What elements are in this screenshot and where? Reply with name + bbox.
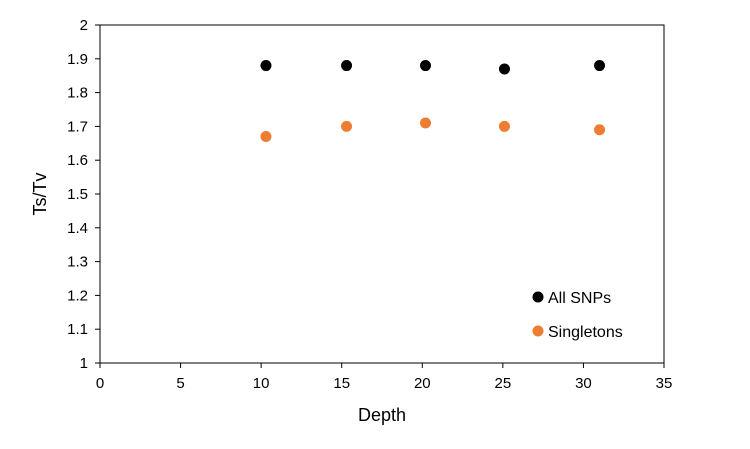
y-tick-label: 1 [80,355,88,372]
x-tick-label: 10 [253,375,270,392]
point-all-snps [594,60,606,72]
y-tick-label: 1.7 [67,118,88,135]
legend-marker-singletons [532,325,544,337]
point-singletons [420,117,432,129]
point-all-snps [420,60,432,72]
x-tick-label: 30 [575,375,592,392]
y-axis: 1 1.1 1.2 1.3 1.4 1.5 1.6 1.7 1.8 1.9 2 [67,17,100,372]
y-tick-label: 1.8 [67,85,88,102]
legend: All SNPs Singletons [532,290,623,341]
x-tick-label: 15 [333,375,350,392]
legend-label-all-snps: All SNPs [548,290,611,307]
x-axis-title: Depth [358,405,406,425]
y-tick-label: 1.2 [67,287,88,304]
y-axis-title: Ts/Tv [30,173,50,216]
data-points [260,60,606,143]
point-singletons [594,124,606,136]
point-singletons [341,120,353,132]
point-singletons [260,131,272,143]
x-tick-label: 0 [96,375,104,392]
x-tick-label: 20 [414,375,431,392]
point-all-snps [260,60,272,72]
plot-area [99,24,665,364]
point-singletons [498,120,510,132]
y-tick-label: 1.5 [67,186,88,203]
legend-marker-all-snps [532,291,544,303]
legend-label-singletons: Singletons [548,324,623,341]
x-tick-label: 35 [656,375,673,392]
y-tick-label: 1.9 [67,51,88,68]
point-all-snps [341,60,353,72]
y-tick-label: 1.3 [67,254,88,271]
x-axis: 0 5 10 15 20 25 30 35 [96,363,673,392]
y-tick-label: 1.1 [67,321,88,338]
x-tick-label: 5 [176,375,184,392]
y-tick-label: 1.4 [67,220,88,237]
point-all-snps [498,63,510,75]
y-tick-label: 2 [80,17,88,34]
y-tick-label: 1.6 [67,152,88,169]
x-tick-label: 25 [495,375,512,392]
